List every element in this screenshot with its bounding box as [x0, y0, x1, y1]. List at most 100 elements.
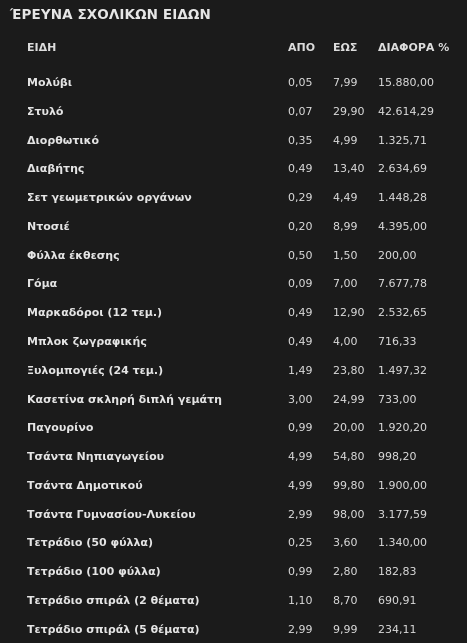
row-from: 0,25 [288, 536, 313, 550]
row-to: 2,80 [333, 565, 358, 579]
table-row: Διορθωτικό 0,35 4,99 1.325,71 [0, 131, 467, 151]
table-row: Μαρκαδόροι (12 τεμ.) 0,49 12,90 2.532,65 [0, 303, 467, 323]
row-to: 20,00 [333, 421, 365, 435]
row-item: Μπλοκ ζωγραφικής [27, 334, 147, 348]
row-to: 4,00 [333, 334, 358, 348]
row-to: 13,40 [333, 162, 365, 176]
table-row: Τσάντα Νηπιαγωγείου 4,99 54,80 998,20 [0, 447, 467, 467]
header-diff: ΔΙΑΦΟΡΑ % [378, 41, 450, 54]
row-from: 0,49 [288, 334, 313, 348]
row-to: 7,99 [333, 76, 358, 89]
row-from: 0,20 [288, 219, 313, 233]
header-from: ΑΠΟ [288, 41, 316, 54]
row-item: Τσάντα Νηπιαγωγείου [27, 450, 165, 463]
row-diff: 182,83 [378, 565, 417, 579]
table-row: Ντοσιέ 0,20 8,99 4.395,00 [0, 217, 467, 237]
table-row: Γόμα 0,09 7,00 7.677,78 [0, 274, 467, 294]
row-item: Μαρκαδόροι (12 τεμ.) [27, 306, 163, 320]
row-item: Τετράδιο σπιράλ (2 θέματα) [27, 593, 200, 607]
row-to: 54,80 [333, 450, 365, 463]
row-diff: 3.177,59 [378, 507, 427, 521]
row-to: 9,99 [333, 622, 358, 636]
row-diff: 690,91 [378, 593, 417, 607]
row-diff: 2.634,69 [378, 162, 427, 176]
table-row: Τσάντα Δημοτικού 4,99 99,80 1.900,00 [0, 476, 467, 496]
row-to: 1,50 [333, 248, 358, 262]
table-row: Τετράδιο σπιράλ (5 θέματα) 2,99 9,99 234,11 [0, 620, 467, 640]
row-to: 8,99 [333, 219, 358, 233]
header-item: ΕΙΔΗ [27, 41, 57, 54]
row-item: Ξυλομπογιές (24 τεμ.) [27, 363, 164, 377]
row-to: 12,90 [333, 306, 365, 320]
row-to: 24,99 [333, 392, 365, 406]
table-row: Τσάντα Γυμνασίου-Λυκείου 2,99 98,00 3.177,5… [0, 505, 467, 525]
row-from: 0,99 [288, 565, 313, 579]
row-from: 2,99 [288, 622, 313, 636]
table-row: Ξυλομπογιές (24 τεμ.) 1,49 23,80 1.497,32 [0, 361, 467, 381]
row-from: 3,00 [288, 392, 313, 406]
row-to: 3,60 [333, 536, 358, 550]
row-item: Τετράδιο (50 φύλλα) [27, 536, 154, 550]
row-item: Φύλλα έκθεσης [27, 248, 120, 262]
row-diff: 200,00 [378, 248, 417, 262]
row-item: Τσάντα Γυμνασίου-Λυκείου [27, 507, 196, 521]
row-to: 23,80 [333, 363, 365, 377]
row-from: 0,35 [288, 133, 313, 147]
table-row: Παγουρίνο 0,99 20,00 1.920,20 [0, 418, 467, 438]
row-to: 8,70 [333, 593, 358, 607]
row-from: 0,29 [288, 191, 313, 205]
row-to: 4,49 [333, 191, 358, 205]
row-from: 0,49 [288, 306, 313, 320]
row-item: Ντοσιέ [27, 219, 70, 233]
page-title: ΈΡΕΥΝΑ ΣΧΟΛΙΚΩΝ ΕΙΔΩΝ [10, 7, 211, 23]
row-item: Διορθωτικό [27, 133, 100, 147]
table-row: Μπλοκ ζωγραφικής 0,49 4,00 716,33 [0, 332, 467, 352]
table-row: Σετ γεωμετρικών οργάνων 0,29 4,49 1.448,28 [0, 188, 467, 208]
row-to: 98,00 [333, 507, 365, 521]
row-from: 0,09 [288, 277, 313, 291]
row-diff: 1.340,00 [378, 536, 427, 550]
table-row: Τετράδιο (100 φύλλα) 0,99 2,80 182,83 [0, 562, 467, 582]
row-item: Γόμα [27, 277, 58, 291]
row-diff: 7.677,78 [378, 277, 427, 291]
table-row: Στυλό 0,07 29,90 42.614,29 [0, 102, 467, 122]
table-header: ΕΙΔΗ ΑΠΟ ΕΩΣ ΔΙΑΦΟΡΑ % [0, 38, 467, 58]
row-diff: 1.325,71 [378, 133, 427, 147]
row-diff: 733,00 [378, 392, 417, 406]
table-row: Τετράδιο σπιράλ (2 θέματα) 1,10 8,70 690,91 [0, 591, 467, 611]
row-diff: 1.920,20 [378, 421, 427, 435]
row-diff: 234,11 [378, 622, 417, 636]
row-item: Τετράδιο (100 φύλλα) [27, 565, 161, 579]
table-row: Μολύβι 0,05 7,99 15.880,00 [0, 73, 467, 93]
row-from: 0,49 [288, 162, 313, 176]
row-from: 0,50 [288, 248, 313, 262]
header-to: ΕΩΣ [333, 41, 358, 54]
row-diff: 4.395,00 [378, 219, 427, 233]
row-to: 4,99 [333, 133, 358, 147]
row-item: Τετράδιο σπιράλ (5 θέματα) [27, 622, 200, 636]
row-item: Διαβήτης [27, 162, 85, 176]
row-from: 1,49 [288, 363, 313, 377]
row-diff: 1.448,28 [378, 191, 427, 205]
row-to: 7,00 [333, 277, 358, 291]
row-from: 0,05 [288, 76, 313, 89]
table-row: Φύλλα έκθεσης 0,50 1,50 200,00 [0, 246, 467, 266]
row-from: 1,10 [288, 593, 313, 607]
row-from: 4,99 [288, 450, 313, 463]
row-diff: 15.880,00 [378, 76, 434, 89]
row-from: 4,99 [288, 478, 313, 492]
row-item: Σετ γεωμετρικών οργάνων [27, 191, 192, 205]
row-to: 29,90 [333, 104, 365, 118]
row-from: 2,99 [288, 507, 313, 521]
row-to: 99,80 [333, 478, 365, 492]
row-diff: 716,33 [378, 334, 417, 348]
table-row: Τετράδιο (50 φύλλα) 0,25 3,60 1.340,00 [0, 533, 467, 553]
row-from: 0,07 [288, 104, 313, 118]
row-item: Κασετίνα σκληρή διπλή γεμάτη [27, 392, 222, 406]
row-diff: 1.900,00 [378, 478, 427, 492]
row-diff: 998,20 [378, 450, 417, 463]
row-item: Μολύβι [27, 76, 73, 89]
row-diff: 1.497,32 [378, 363, 427, 377]
row-from: 0,99 [288, 421, 313, 435]
table-row: Διαβήτης 0,49 13,40 2.634,69 [0, 159, 467, 179]
